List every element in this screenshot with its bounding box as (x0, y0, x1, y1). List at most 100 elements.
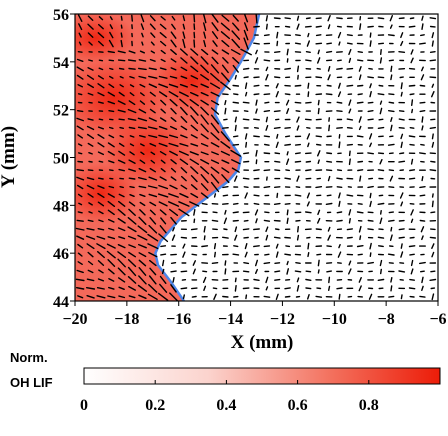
velocity-vector (358, 65, 362, 72)
velocity-vector (159, 209, 167, 216)
velocity-vector (305, 211, 312, 214)
velocity-vector (77, 261, 83, 265)
velocity-vector (182, 38, 186, 49)
velocity-vector (119, 185, 125, 189)
velocity-vector (274, 51, 281, 53)
velocity-vector (305, 270, 312, 273)
velocity-vector (139, 50, 146, 54)
velocity-vector (398, 270, 406, 273)
velocity-vector (263, 262, 271, 265)
velocity-vector (429, 126, 436, 130)
velocity-vector (190, 65, 199, 73)
velocity-vector (180, 57, 188, 64)
velocity-vector (78, 41, 82, 46)
velocity-vector (379, 100, 383, 105)
velocity-vector (191, 253, 198, 256)
velocity-vector (368, 293, 373, 300)
velocity-vector (161, 268, 165, 275)
velocity-vector (390, 277, 393, 283)
velocity-vector (275, 141, 279, 149)
velocity-vector (170, 39, 177, 48)
velocity-vector (356, 101, 364, 104)
velocity-vector (379, 57, 383, 64)
velocity-vector (325, 93, 333, 96)
velocity-vector (347, 76, 353, 79)
velocity-vector (190, 143, 199, 147)
velocity-vector (201, 245, 209, 248)
velocity-vector (305, 17, 311, 20)
velocity-vector (275, 293, 279, 300)
velocity-vector (263, 59, 271, 62)
velocity-vector (106, 250, 116, 259)
velocity-vector (243, 186, 249, 189)
velocity-vector (409, 17, 415, 20)
velocity-vector (97, 185, 105, 189)
velocity-vector (200, 123, 209, 133)
velocity-vector (234, 234, 238, 241)
velocity-vector (430, 270, 436, 273)
velocity-vector (141, 32, 144, 38)
velocity-vector (128, 285, 137, 291)
velocity-vector (97, 201, 105, 207)
velocity-vector (182, 251, 186, 258)
velocity-vector (265, 116, 268, 123)
velocity-vector (87, 32, 94, 38)
velocity-vector (170, 31, 177, 39)
velocity-vector (180, 134, 188, 139)
x-tick-label: −14 (218, 311, 243, 328)
velocity-vector (148, 83, 158, 89)
velocity-vector (265, 66, 269, 72)
velocity-vector (378, 84, 384, 87)
velocity-vector (108, 39, 114, 48)
velocity-vector (398, 160, 406, 163)
velocity-vector (275, 83, 279, 89)
velocity-vector (98, 67, 104, 71)
velocity-vector (336, 110, 343, 113)
velocity-vector (97, 101, 104, 104)
velocity-vector (138, 216, 147, 225)
velocity-vector (410, 218, 414, 224)
velocity-vector (213, 242, 217, 250)
velocity-vector (307, 242, 310, 250)
velocity-vector (305, 51, 311, 53)
velocity-vector (338, 41, 341, 46)
velocity-vector (128, 201, 136, 207)
velocity-vector (243, 22, 249, 32)
velocity-vector (221, 14, 230, 22)
velocity-vector (193, 39, 196, 48)
velocity-vector (137, 234, 148, 241)
velocity-vector (223, 228, 228, 231)
velocity-vector (224, 268, 227, 275)
velocity-vector (234, 277, 237, 283)
velocity-vector (326, 84, 332, 87)
velocity-vector (315, 42, 323, 45)
velocity-vector (315, 34, 322, 37)
velocity-vector (296, 65, 300, 73)
velocity-vector (223, 118, 228, 121)
velocity-vector (221, 167, 230, 174)
velocity-vector (232, 101, 240, 104)
velocity-vector (305, 278, 312, 281)
velocity-vector (190, 166, 199, 175)
y-tick-label: 48 (53, 198, 69, 215)
velocity-vector (243, 152, 250, 155)
velocity-vector (380, 49, 382, 55)
velocity-vector (326, 160, 333, 163)
velocity-vector (128, 159, 136, 165)
velocity-vector (85, 235, 96, 240)
velocity-vector (388, 109, 395, 113)
velocity-vector (284, 67, 291, 70)
velocity-vector (316, 253, 322, 256)
velocity-vector (159, 117, 167, 122)
velocity-vector (294, 270, 302, 273)
velocity-vector (305, 59, 312, 62)
velocity-vector (178, 91, 189, 98)
velocity-vector (410, 49, 414, 55)
velocity-vector (200, 158, 210, 165)
velocity-vector (338, 192, 341, 199)
velocity-vector (263, 109, 271, 113)
velocity-vector (109, 16, 113, 21)
velocity-vector (295, 186, 301, 189)
velocity-vector (400, 201, 404, 207)
